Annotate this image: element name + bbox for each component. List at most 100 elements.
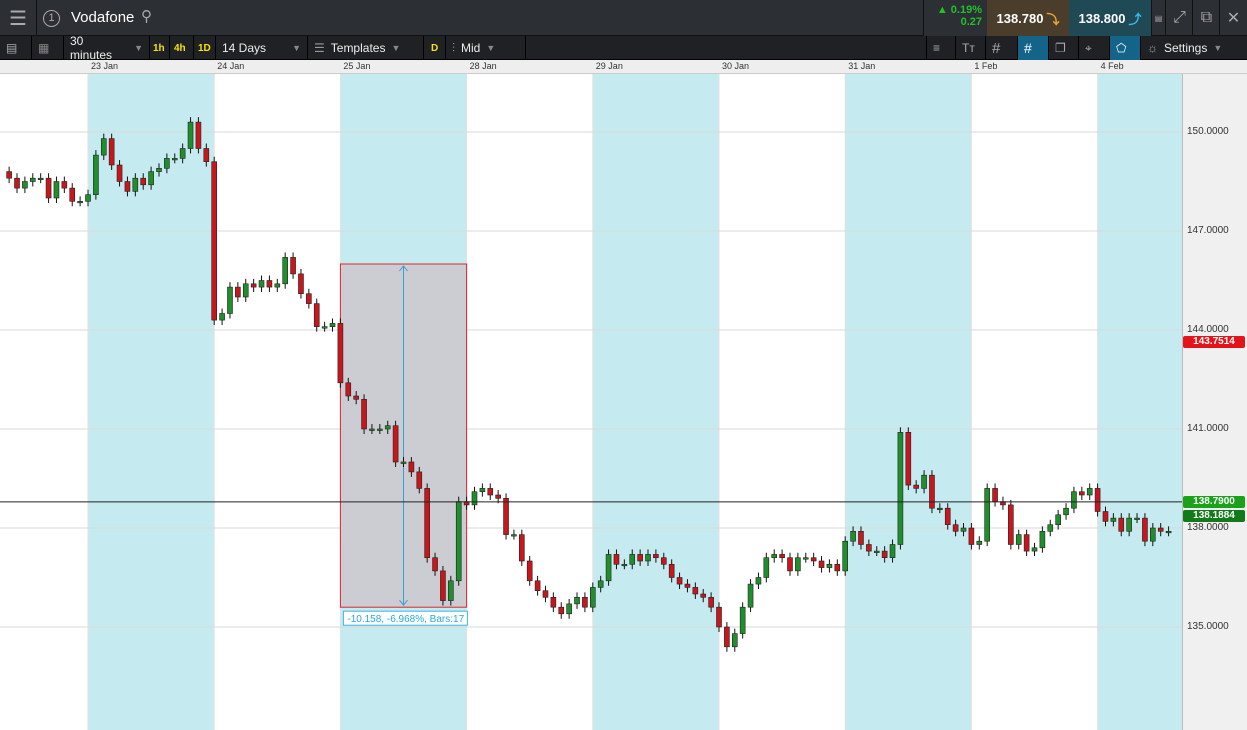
layout-icon[interactable]: ▦ <box>32 36 64 60</box>
grid-icon[interactable]: # <box>986 36 1018 60</box>
range-select[interactable]: 14 Days ▼ <box>216 36 308 60</box>
interval-1d-button[interactable]: 1D <box>194 36 216 60</box>
candle-body <box>1055 514 1061 525</box>
candle-body <box>716 606 722 628</box>
date-label: 25 Jan <box>343 61 371 71</box>
candle <box>37 173 44 184</box>
candle <box>1157 523 1164 537</box>
candle-body <box>6 171 12 179</box>
session-band <box>1097 74 1182 730</box>
price-label: 143.7514 <box>1183 336 1245 349</box>
price-tick: 150.0000 <box>1187 126 1229 137</box>
candle <box>613 549 620 570</box>
candle-body <box>660 557 667 565</box>
sell-button[interactable]: 138.780 ⤵ <box>987 0 1069 36</box>
candle <box>1165 526 1172 537</box>
popout-icon[interactable]: ⧉ <box>1192 0 1220 36</box>
candle-body <box>850 530 856 542</box>
candle-body <box>668 563 675 578</box>
candle-body <box>235 286 241 298</box>
candle <box>731 628 738 652</box>
candle <box>960 523 967 537</box>
price-chart[interactable]: -10.158, -6.968%, Bars:17 <box>0 74 1182 730</box>
date-label: 28 Jan <box>469 61 497 71</box>
candle-body <box>550 596 557 608</box>
candle-body <box>361 398 367 430</box>
label-tag-icon[interactable]: ⬠ <box>1110 36 1141 60</box>
candle <box>108 133 115 170</box>
candle-body <box>100 138 107 156</box>
candle-body <box>534 580 541 591</box>
interval-4h-button[interactable]: 4h <box>170 36 194 60</box>
candle-body <box>747 583 754 608</box>
candle-body <box>787 557 793 572</box>
expand-icon[interactable]: ⤢ <box>1165 0 1193 36</box>
search-icon[interactable]: ⚲ <box>141 8 152 25</box>
settings-label: Settings <box>1164 41 1208 55</box>
candle-body <box>1015 534 1022 545</box>
candle-body <box>937 507 943 511</box>
drag-handle-icon[interactable]: ▤ <box>1151 0 1165 36</box>
candle-body <box>952 524 959 532</box>
candle <box>1102 506 1109 527</box>
candle <box>771 549 778 563</box>
candle-body <box>211 161 217 321</box>
candle <box>889 539 896 563</box>
date-label: 30 Jan <box>722 61 750 71</box>
candle-body <box>1134 517 1140 520</box>
candle <box>495 490 501 504</box>
candle <box>100 133 107 161</box>
candle <box>653 549 659 563</box>
candle-body <box>156 168 162 172</box>
candle-body <box>597 580 604 588</box>
candle <box>526 556 533 586</box>
indicators-icon[interactable]: ≡ <box>926 36 956 60</box>
candle <box>929 470 935 514</box>
crosshair-icon[interactable]: ⌖ <box>1079 36 1110 60</box>
candle-body <box>929 474 935 509</box>
price-label: 138.7900 <box>1183 495 1245 508</box>
candle <box>668 559 675 583</box>
text-size-icon[interactable]: Tт <box>956 36 986 60</box>
d-button[interactable]: D <box>424 36 446 60</box>
candle <box>274 278 281 293</box>
interval-1h-button[interactable]: 1h <box>150 36 170 60</box>
close-icon[interactable]: ✕ <box>1219 0 1247 36</box>
buy-button[interactable]: 138.800 ⤴ <box>1069 0 1151 36</box>
candle <box>503 493 509 540</box>
candle <box>858 526 864 550</box>
candle <box>629 549 636 570</box>
candle-body <box>77 201 83 204</box>
candle <box>992 483 998 507</box>
candle <box>1008 499 1014 550</box>
interval-select[interactable]: 30 minutes ▼ <box>64 34 150 62</box>
candle-body <box>187 121 194 149</box>
candle <box>479 483 486 497</box>
chevron-down-icon: ▼ <box>391 43 401 53</box>
templates-select[interactable]: ☰ Templates ▼ <box>308 36 424 60</box>
menu-icon[interactable]: ☰ <box>9 7 27 30</box>
drawing-grid-icon[interactable]: # <box>1018 36 1049 60</box>
price-axis[interactable]: 150.0000 147.0000 144.0000 141.0000 138.0000… <box>1182 74 1247 730</box>
range-value: 14 Days <box>222 41 267 55</box>
candle <box>203 143 210 167</box>
candle <box>448 575 454 606</box>
candle <box>156 163 162 177</box>
list-icon[interactable]: ▤ <box>0 36 32 60</box>
candle <box>937 503 943 514</box>
workspace-badge[interactable]: 1 <box>36 0 66 36</box>
price-type-select[interactable]: ⫶ Mid ▼ <box>446 36 526 60</box>
candle <box>810 552 817 566</box>
instrument-name[interactable]: Vodafone <box>71 9 135 26</box>
candle-body <box>195 121 202 149</box>
settings-button[interactable]: ☼ Settings ▼ <box>1141 36 1247 60</box>
candle <box>77 196 83 207</box>
up-arrow-icon: ⤴ <box>1128 11 1142 27</box>
candle <box>842 536 849 576</box>
candle <box>802 552 809 563</box>
candle <box>361 394 367 434</box>
candle <box>235 282 241 302</box>
candle <box>1015 529 1022 550</box>
copy-icon[interactable]: ❐ <box>1049 36 1079 60</box>
candle <box>637 549 643 566</box>
